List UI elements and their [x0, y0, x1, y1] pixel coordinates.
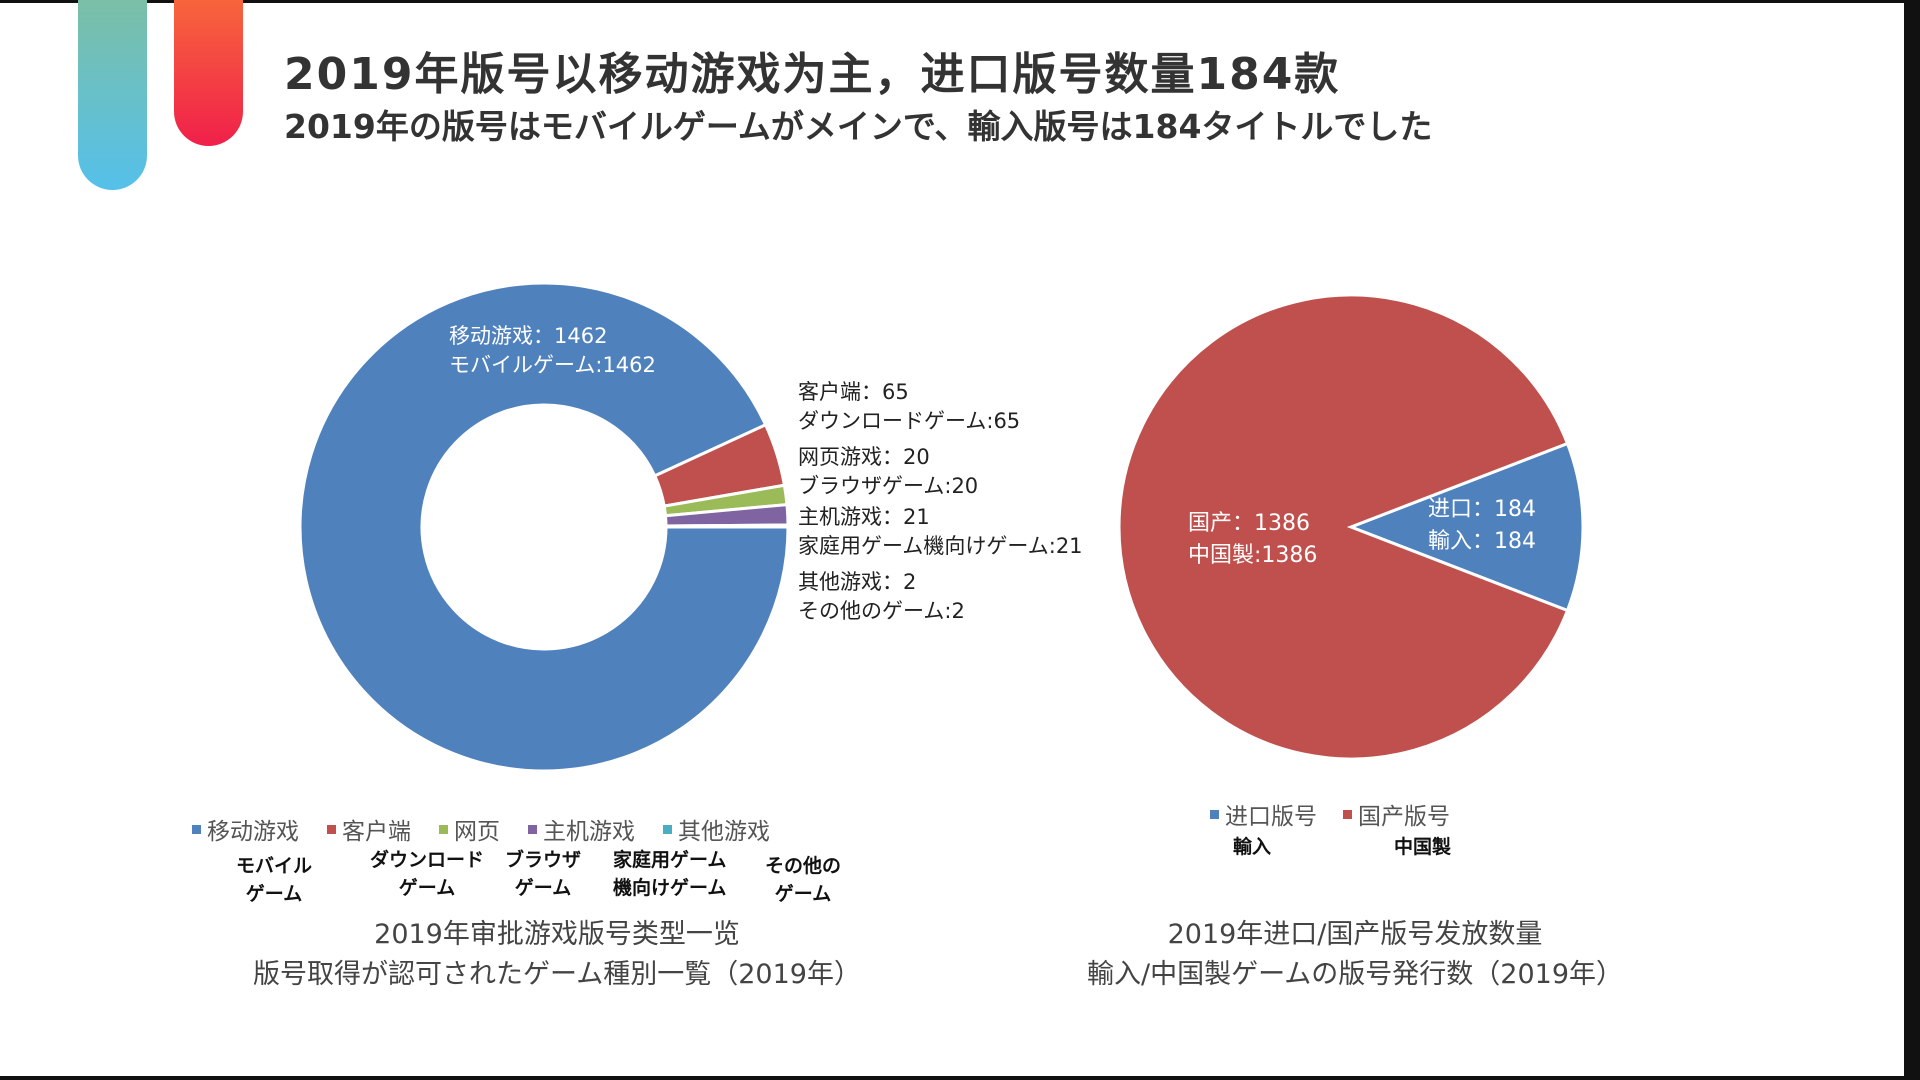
legend-label: 进口版号	[1225, 804, 1317, 830]
label-zh: 客户端：65	[798, 380, 909, 404]
donut-caption: 2019年审批游戏版号类型一览 版号取得が認可されたゲーム種別一覧（2019年）	[253, 915, 861, 995]
label-ja: ダウンロードゲーム:65	[798, 409, 1021, 433]
decor-bar-red	[174, 0, 243, 146]
legend-swatch	[439, 824, 448, 834]
legend-sub-ja: その他の ゲーム	[765, 855, 842, 905]
label-ja: モバイルゲーム:1462	[449, 353, 656, 377]
label-zh: 移动游戏：1462	[449, 324, 608, 348]
legend-swatch	[327, 824, 336, 834]
legend-label: 国产版号	[1358, 804, 1450, 830]
pie-label-import: 进口：184 輸入：184	[1428, 494, 1536, 558]
legend-label: 网页	[454, 819, 500, 845]
legend-swatch	[663, 824, 672, 834]
donut-legend: 移动游戏 客户端 网页 主机游戏 其他游戏	[192, 812, 770, 846]
donut-slice-4	[664, 523, 790, 529]
label-zh: 主机游戏：21	[798, 505, 930, 529]
label-zh: 其他游戏：2	[798, 570, 917, 594]
label-zh: 网页游戏：20	[798, 445, 930, 469]
label-zh: 国产：1386	[1188, 511, 1310, 536]
legend-item: 移动游戏	[192, 812, 299, 846]
legend-swatch	[528, 824, 537, 834]
caption-ja: 輸入/中国製ゲームの版号発行数（2019年）	[1087, 959, 1623, 990]
legend-item: 网页	[439, 812, 500, 846]
legend-sub-ja: ダウンロード ゲーム	[370, 849, 485, 899]
pie-caption: 2019年进口/国产版号发放数量 輸入/中国製ゲームの版号発行数（2019年）	[1087, 915, 1623, 995]
legend-item: 客户端	[327, 812, 411, 846]
donut-slice-0	[298, 281, 790, 773]
frame-bottom	[0, 1076, 1920, 1080]
legend-label: 移动游戏	[207, 819, 299, 845]
caption-zh: 2019年审批游戏版号类型一览	[374, 919, 740, 950]
legend-item: 其他游戏	[663, 812, 770, 846]
donut-label-web: 网页游戏：20 ブラウザゲーム:20	[798, 443, 978, 501]
label-ja: 家庭用ゲーム機向けゲーム:21	[798, 534, 1083, 558]
legend-sub-ja: モバイル ゲーム	[236, 855, 313, 905]
label-ja: 輸入：184	[1428, 529, 1536, 554]
legend-sub-ja: 中国製	[1394, 836, 1452, 858]
legend-item: 国产版号	[1343, 797, 1450, 831]
pie-legend: 进口版号 国产版号	[1210, 797, 1450, 831]
legend-sub-ja: 家庭用ゲーム 機向けゲーム	[613, 849, 727, 899]
label-ja: ブラウザゲーム:20	[798, 474, 979, 498]
donut-label-mobile: 移动游戏：1462 モバイルゲーム:1462	[449, 322, 656, 380]
legend-sub-ja: ブラウザ ゲーム	[505, 849, 582, 899]
pie-slice-1	[1117, 293, 1570, 761]
legend-swatch	[1210, 809, 1219, 819]
label-ja: その他のゲーム:2	[798, 599, 965, 623]
pie-slice-0	[1346, 441, 1585, 613]
decor-bar-blue	[78, 0, 147, 190]
legend-label: 客户端	[342, 819, 411, 845]
frame-top	[0, 0, 1920, 3]
frame-right	[1904, 0, 1920, 1080]
donut-label-client: 客户端：65 ダウンロードゲーム:65	[798, 378, 1020, 436]
caption-ja: 版号取得が認可されたゲーム種別一覧（2019年）	[253, 959, 861, 990]
donut-label-console: 主机游戏：21 家庭用ゲーム機向けゲーム:21	[798, 503, 1083, 561]
slide-title: 2019年版号以移动游戏为主，进口版号数量184款	[284, 49, 1341, 100]
legend-swatch	[192, 824, 201, 834]
legend-label: 其他游戏	[678, 819, 770, 845]
legend-item: 进口版号	[1210, 797, 1317, 831]
pie-label-domestic: 国产：1386 中国製:1386	[1188, 508, 1317, 572]
slide-subtitle: 2019年の版号はモバイルゲームがメインで、輸入版号は184タイトルでした	[284, 107, 1433, 146]
legend-swatch	[1343, 809, 1352, 819]
legend-sub-ja: 輸入	[1233, 836, 1272, 858]
donut-label-other: 其他游戏：2 その他のゲーム:2	[798, 568, 965, 626]
label-zh: 进口：184	[1428, 497, 1536, 522]
legend-item: 主机游戏	[528, 812, 635, 846]
label-ja: 中国製:1386	[1188, 543, 1318, 568]
caption-zh: 2019年进口/国产版号发放数量	[1167, 919, 1543, 950]
legend-label: 主机游戏	[543, 819, 635, 845]
